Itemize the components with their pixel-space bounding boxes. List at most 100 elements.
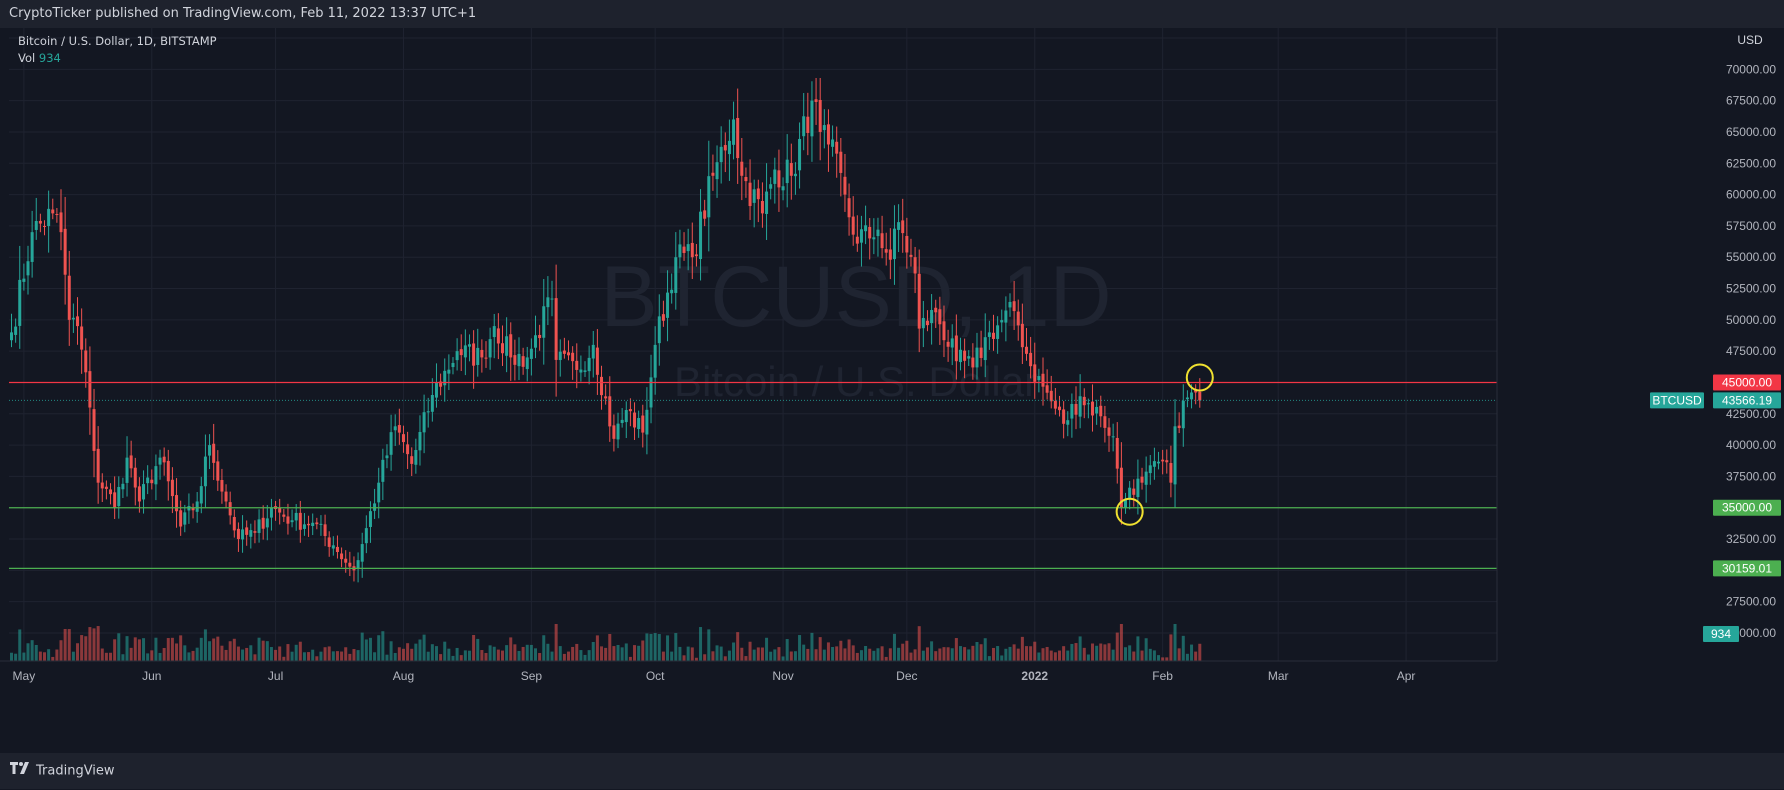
volume-bar [63,628,67,664]
volume-bar [1012,644,1016,664]
volume-bar [604,647,608,664]
candle-body [22,278,26,282]
candle-body [748,182,752,207]
volume-bar [377,635,381,664]
volume-bar [1037,652,1041,664]
volume-bar [294,644,298,664]
volume-bar [657,634,661,664]
level-price-tag: 45000.00 [1722,375,1772,389]
volume-bar [443,641,447,664]
candle-body [356,560,360,569]
candle-body [1165,460,1169,463]
time-tick-label: Feb [1152,669,1173,683]
volume-bar [975,641,979,664]
candle-body [1157,461,1161,464]
symbol-tag-bg [1650,392,1704,409]
volume-bar [591,641,595,664]
volume-bar [319,651,323,664]
candle-body [1136,478,1140,498]
volume-bar [1115,632,1119,664]
candle-body [703,210,707,219]
candle-body [488,339,492,358]
candle-body [513,355,517,365]
volume-bar [1169,634,1173,664]
volume-bar [534,648,538,664]
volume-bar [418,639,422,664]
candle-body [10,332,13,341]
candle-body [175,495,179,512]
candle-body [608,396,612,427]
price-tick-label: 60000.00 [1726,188,1776,202]
volume-bar [562,653,566,664]
candle-body [319,523,323,525]
volume-bar [513,644,517,664]
volume-bar [220,645,224,664]
price-tick-label: 55000.00 [1726,250,1776,264]
price-tags: 45000.00 35000.00 30159.01 43566.19 BTCUSD 93… [1650,374,1781,642]
candle-body [430,395,434,412]
candle-body [467,344,471,347]
candle-body [793,173,797,177]
candle-body [859,229,863,243]
volume-bars [10,624,1202,664]
volume-bar [249,645,253,664]
candle-body [340,553,344,560]
time-tick-label: Oct [646,669,665,683]
candle-body [666,292,670,318]
candle-body [315,522,319,525]
volume-bar [1198,643,1202,664]
volume-bar [571,646,575,664]
volume-bar [261,640,265,664]
volume-bar [245,647,249,664]
candle-body [179,510,183,527]
candle-body [855,236,859,244]
candle-body [55,214,59,216]
price-tick-label: 50000.00 [1726,313,1776,327]
volume-bar [455,647,459,664]
price-axis[interactable]: 72500.0070000.0067500.0065000.0062500.00… [1496,28,1784,753]
volume-bar [34,644,38,664]
volume-bar [905,640,909,664]
candle-body [344,558,348,563]
volume-bar [991,647,995,664]
candle-body [51,209,55,214]
candle-body [550,298,554,300]
candle-body [195,501,199,512]
time-axis[interactable]: May Jun Jul Aug Sep Oct Nov Dec 2022 Feb Mar Apr [0,660,1497,753]
volume-bar [463,650,467,664]
volume-bar [67,629,71,664]
price-chart[interactable]: BTCUSD, 1D Bitcoin / U.S. Dollar 72500.0… [0,28,1784,753]
volume-bar [397,647,401,664]
candle-body [892,228,896,260]
volume-bar [472,635,476,664]
volume-bar [1024,646,1028,664]
volume-bar [1074,643,1078,664]
volume-bar [311,649,315,664]
volume-bar [393,653,397,664]
candle-body [612,425,616,439]
candle-body [191,507,195,511]
volume-bar [434,646,438,664]
candle-body [983,337,987,361]
candle-body [447,369,451,374]
candle-body [773,169,777,184]
candle-body [265,518,269,528]
footer-brand: TradingView [36,763,115,779]
volume-bar [71,651,75,664]
volume-bar [798,635,802,664]
candle-body [142,484,146,500]
volume-bar [608,633,612,664]
volume-bar [1190,644,1194,664]
candle-body [835,141,839,154]
horizontal-lines[interactable] [9,381,1497,570]
volume-bar [55,649,59,664]
symbol-line: Bitcoin / U.S. Dollar, 1D, BITSTAMP [18,34,217,48]
volume-bar [104,652,108,664]
volume-bar [583,654,587,664]
volume-bar [117,633,121,664]
candle-body [1037,376,1041,381]
time-tick-label: Nov [772,669,793,683]
candle-body [150,479,154,484]
volume-bar [575,643,579,664]
volume-bar [170,637,174,664]
